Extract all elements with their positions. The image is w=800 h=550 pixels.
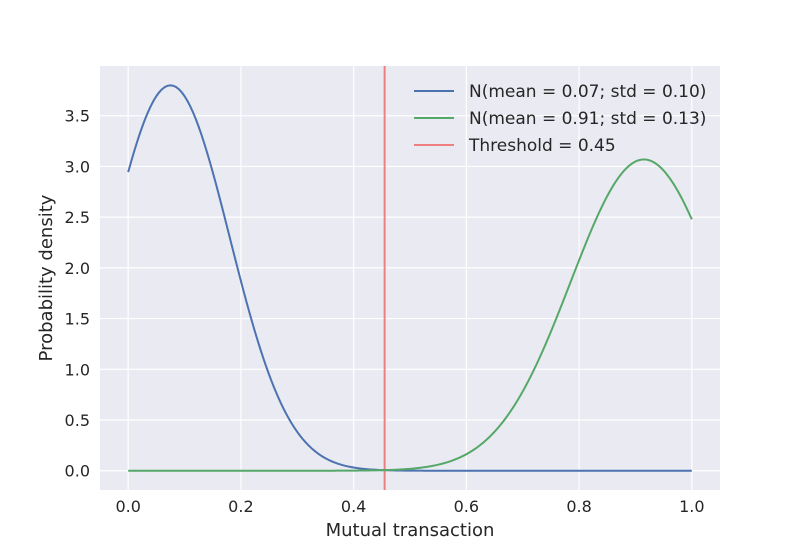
x-tick-label: 1.0 [679,497,704,516]
y-tick-label: 3.0 [65,157,90,176]
series-line-2 [128,158,693,472]
x-tick-label: 0.4 [341,497,366,516]
series-line-1 [127,84,692,472]
y-tick-labels: 0.0 0.5 1.0 1.5 2.0 2.5 3.0 3.5 [65,107,90,481]
x-tick-labels: 0.0 0.2 0.4 0.6 0.8 1.0 [115,497,704,516]
x-tick-label: 0.8 [566,497,591,516]
y-tick-label: 3.5 [65,107,90,126]
series-layer [127,84,693,472]
grid [100,66,720,490]
y-axis-label: Probability density [36,194,57,361]
x-axis-label: Mutual transaction [326,520,495,541]
y-tick-label: 0.0 [65,462,90,481]
legend-label: Threshold = 0.45 [468,136,616,156]
x-tick-label: 0.2 [228,497,253,516]
legend: N(mean = 0.07; std = 0.10) N(mean = 0.91;… [414,82,706,156]
legend-label: N(mean = 0.07; std = 0.10) [469,82,706,102]
y-tick-label: 2.5 [65,208,90,227]
y-tick-label: 1.5 [65,310,90,329]
y-tick-label: 1.0 [65,360,90,379]
y-tick-label: 0.5 [65,411,90,430]
y-tick-label: 2.0 [65,259,90,278]
plot-area [100,66,720,490]
x-tick-label: 0.0 [115,497,140,516]
x-tick-label: 0.6 [454,497,479,516]
legend-label: N(mean = 0.91; std = 0.13) [469,109,706,129]
